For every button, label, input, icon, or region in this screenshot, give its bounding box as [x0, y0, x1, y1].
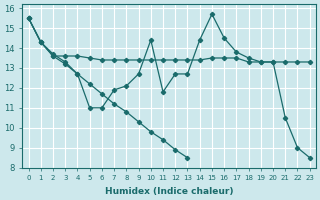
X-axis label: Humidex (Indice chaleur): Humidex (Indice chaleur) [105, 187, 233, 196]
